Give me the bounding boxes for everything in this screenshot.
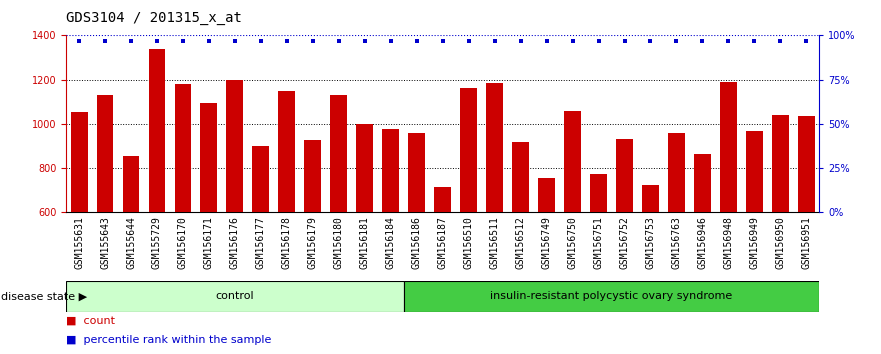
Bar	[746, 131, 763, 212]
Bar	[403, 281, 819, 312]
Text: disease state ▶: disease state ▶	[1, 292, 87, 302]
Bar	[512, 142, 529, 212]
Bar	[149, 48, 166, 212]
Text: GSM156946: GSM156946	[698, 216, 707, 269]
Text: GDS3104 / 201315_x_at: GDS3104 / 201315_x_at	[66, 11, 242, 25]
Bar	[434, 187, 451, 212]
Text: GSM156179: GSM156179	[307, 216, 318, 269]
Text: GSM156949: GSM156949	[750, 216, 759, 269]
Bar	[201, 103, 218, 212]
Text: GSM156510: GSM156510	[463, 216, 474, 269]
Text: GSM156176: GSM156176	[230, 216, 240, 269]
Bar	[253, 146, 270, 212]
Bar	[668, 133, 685, 212]
Text: GSM155644: GSM155644	[126, 216, 136, 269]
Text: GSM156178: GSM156178	[282, 216, 292, 269]
Bar	[538, 178, 555, 212]
Bar	[590, 174, 607, 212]
Bar	[330, 95, 347, 212]
Text: ■  percentile rank within the sample: ■ percentile rank within the sample	[66, 335, 271, 345]
Bar	[66, 281, 403, 312]
Text: GSM156177: GSM156177	[255, 216, 266, 269]
Text: control: control	[216, 291, 255, 302]
Bar	[720, 82, 737, 212]
Bar	[616, 139, 633, 212]
Text: GSM155643: GSM155643	[100, 216, 110, 269]
Bar	[278, 91, 295, 212]
Bar	[460, 88, 478, 212]
Text: GSM156512: GSM156512	[515, 216, 526, 269]
Bar	[798, 116, 815, 212]
Bar	[382, 130, 399, 212]
Bar	[70, 112, 87, 212]
Bar	[122, 156, 139, 212]
Bar	[564, 110, 581, 212]
Text: GSM155631: GSM155631	[74, 216, 84, 269]
Text: GSM156181: GSM156181	[359, 216, 370, 269]
Bar	[97, 95, 114, 212]
Text: GSM156170: GSM156170	[178, 216, 188, 269]
Text: GSM156951: GSM156951	[802, 216, 811, 269]
Bar	[226, 80, 243, 212]
Bar	[174, 84, 191, 212]
Text: GSM156752: GSM156752	[619, 216, 630, 269]
Text: insulin-resistant polycystic ovary syndrome: insulin-resistant polycystic ovary syndr…	[491, 291, 733, 302]
Text: GSM156180: GSM156180	[334, 216, 344, 269]
Text: GSM156763: GSM156763	[671, 216, 682, 269]
Text: GSM156749: GSM156749	[542, 216, 552, 269]
Text: GSM156750: GSM156750	[567, 216, 578, 269]
Text: GSM156753: GSM156753	[646, 216, 655, 269]
Text: GSM156751: GSM156751	[594, 216, 603, 269]
Text: GSM156184: GSM156184	[386, 216, 396, 269]
Bar	[694, 154, 711, 212]
Bar	[356, 124, 374, 212]
Text: GSM155729: GSM155729	[152, 216, 162, 269]
Bar	[486, 83, 503, 212]
Text: GSM156186: GSM156186	[411, 216, 422, 269]
Bar	[772, 115, 788, 212]
Bar	[642, 185, 659, 212]
Text: GSM156187: GSM156187	[438, 216, 448, 269]
Text: GSM156511: GSM156511	[490, 216, 500, 269]
Bar	[408, 133, 426, 212]
Text: GSM156950: GSM156950	[775, 216, 785, 269]
Text: ■  count: ■ count	[66, 315, 115, 325]
Text: GSM156171: GSM156171	[204, 216, 214, 269]
Bar	[305, 141, 322, 212]
Text: GSM156948: GSM156948	[723, 216, 733, 269]
